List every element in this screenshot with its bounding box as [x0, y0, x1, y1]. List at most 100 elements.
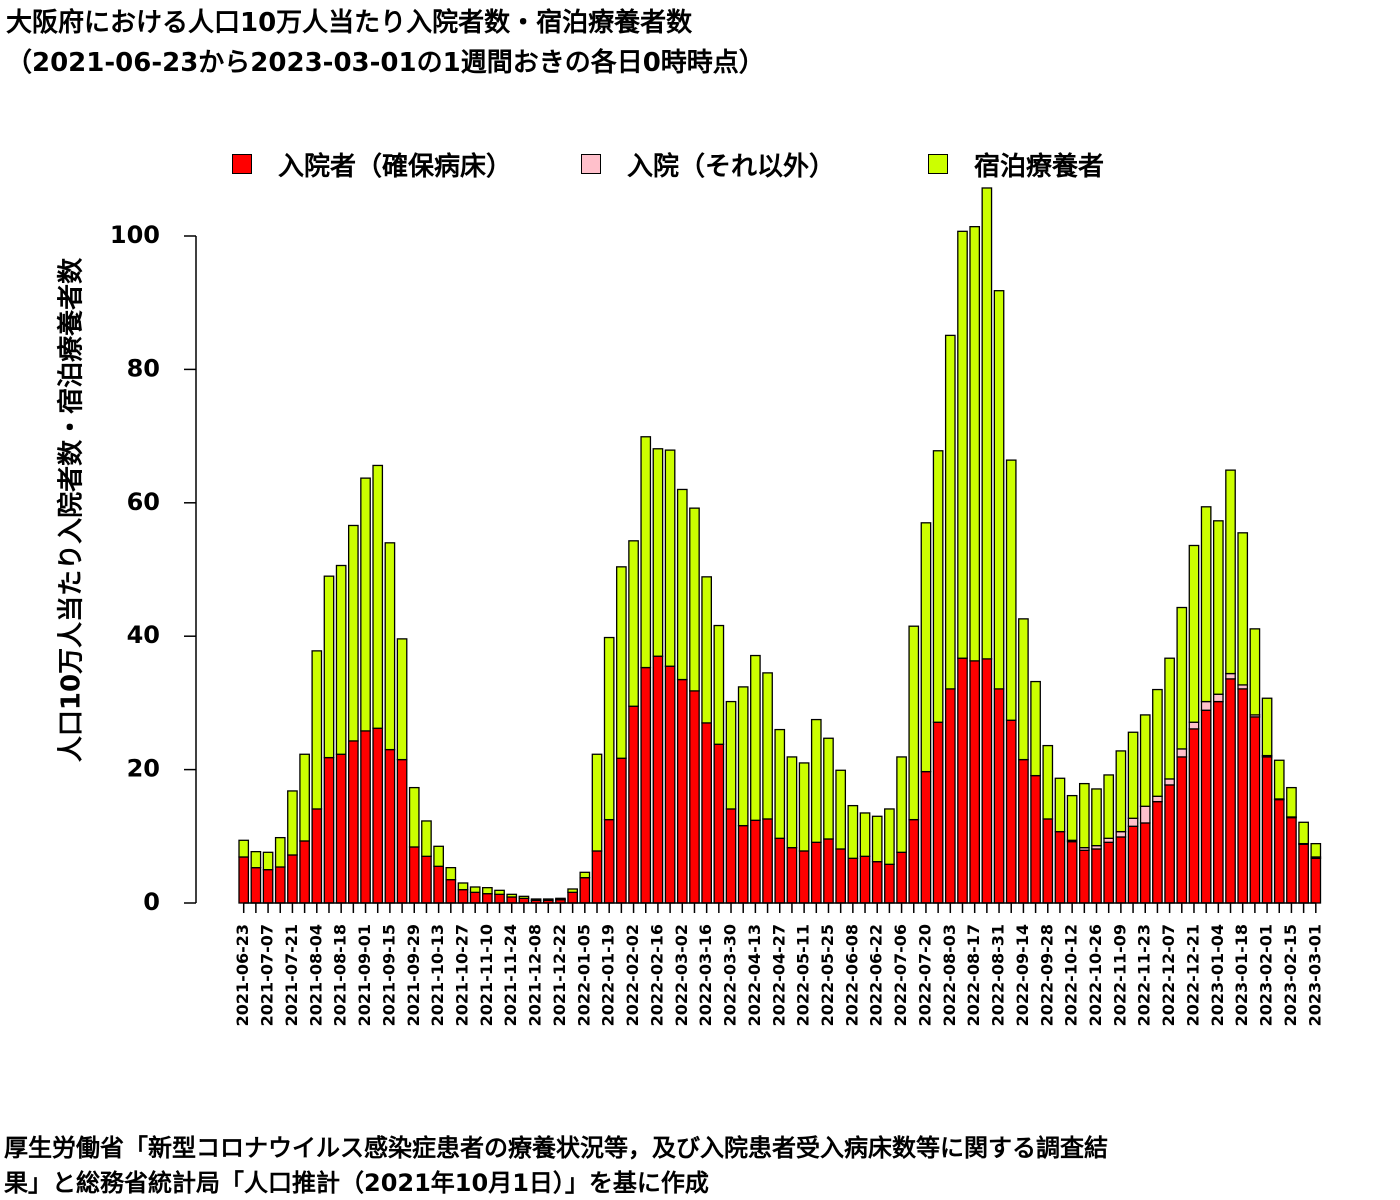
bar-segment-s2-2022-10-12 — [1066, 794, 1078, 841]
x-tick-label: 2022-03-16 — [696, 924, 715, 1026]
x-tick-label: 2022-06-22 — [867, 924, 886, 1026]
bar-segment-s2-2022-10-26 — [1091, 788, 1102, 847]
bar-segment-s2-2022-02-23 — [664, 449, 676, 667]
y-tick-label: 60 — [127, 488, 160, 516]
x-tick-label: 2021-09-29 — [404, 924, 423, 1026]
bar-segment-s2-2022-03-09 — [689, 507, 700, 692]
bar-segment-s2-2022-07-13 — [908, 625, 920, 821]
bar-segment-s2-2021-08-25 — [347, 524, 359, 742]
bar-segment-s2-2021-11-03 — [469, 886, 481, 893]
bar-segment-s0-2021-09-01 — [360, 730, 371, 904]
y-tick-label: 100 — [110, 221, 160, 249]
bar-segment-s2-2022-08-03 — [944, 334, 956, 690]
x-tick-label: 2022-06-08 — [842, 924, 861, 1026]
bar-segment-s2-2022-08-17 — [969, 226, 981, 662]
bar-segment-s2-2022-06-29 — [884, 808, 895, 865]
x-tick-label: 2022-01-05 — [574, 924, 593, 1026]
chart-legend: 入院者（確保病床） 入院（それ以外） 宿泊療養者 — [232, 146, 1232, 182]
bar-segment-s0-2022-08-17 — [969, 660, 981, 904]
bar-segment-s0-2022-02-23 — [664, 665, 676, 904]
bar-segment-s2-2022-03-16 — [701, 576, 713, 724]
bar-segment-s0-2022-12-28 — [1200, 709, 1212, 904]
bar-segment-s0-2023-02-22 — [1298, 843, 1309, 904]
bar-segment-s2-2022-09-21 — [1030, 680, 1041, 777]
bar-segment-s2-2022-01-19 — [603, 636, 615, 821]
bar-segment-s0-2021-08-25 — [347, 740, 359, 904]
bar-segment-s2-2021-07-21 — [287, 790, 298, 856]
x-tick-label: 2022-02-16 — [647, 924, 666, 1026]
legend-item-hotel-recuperation: 宿泊療養者 — [928, 146, 1104, 182]
bar-segment-s2-2023-03-01 — [1310, 842, 1322, 858]
bar-segment-s2-2022-09-14 — [1018, 618, 1029, 761]
y-tick-label: 80 — [127, 354, 160, 382]
bar-segment-s2-2021-06-30 — [250, 850, 262, 869]
bar-segment-s0-2022-11-30 — [1152, 800, 1163, 904]
bar-segment-s0-2022-06-15 — [859, 855, 871, 904]
bar-segment-s2-2022-05-04 — [786, 756, 798, 849]
bar-segment-s2-2022-01-12 — [591, 753, 603, 852]
bar-segment-s0-2022-12-07 — [1164, 784, 1175, 904]
bar-segment-s0-2021-10-20 — [445, 879, 457, 904]
bar-segment-s2-2022-04-13 — [750, 654, 761, 821]
bar-segment-s1-2022-11-16 — [1127, 817, 1139, 827]
bar-segment-s2-2021-10-27 — [457, 882, 469, 891]
bar-segment-s2-2022-06-15 — [859, 812, 871, 857]
bar-segment-s2-2022-12-28 — [1200, 506, 1212, 703]
bar-segment-s0-2022-09-28 — [1042, 818, 1054, 904]
x-tick-label: 2022-12-21 — [1183, 924, 1202, 1026]
bar-segment-s0-2022-09-14 — [1018, 758, 1029, 904]
x-tick-label: 2023-01-18 — [1232, 924, 1251, 1026]
bar-segment-s0-2022-07-13 — [908, 818, 920, 904]
bar-segment-s0-2022-10-05 — [1054, 830, 1066, 904]
bar-segment-s0-2021-08-04 — [311, 808, 323, 904]
bar-segment-s0-2021-12-29 — [567, 891, 578, 904]
bar-segment-s0-2022-04-06 — [737, 824, 749, 904]
bar-segment-s0-2022-02-09 — [640, 666, 652, 904]
x-tick-label: 2021-07-07 — [258, 924, 277, 1026]
x-tick-label: 2022-10-26 — [1086, 924, 1105, 1026]
bar-segment-s2-2022-02-09 — [640, 436, 652, 669]
legend-swatch-secured-beds — [232, 154, 252, 174]
bar-segment-s0-2021-09-08 — [372, 727, 384, 904]
x-tick-label: 2022-01-19 — [599, 924, 618, 1026]
bar-segment-s2-2022-11-23 — [1139, 714, 1151, 807]
legend-swatch-other-hospitalized — [581, 154, 601, 174]
y-axis: 0 20 40 60 80 100 — [110, 221, 197, 916]
bar-segment-s2-2022-05-18 — [810, 718, 822, 843]
bar-segment-s2-2021-10-20 — [445, 867, 457, 881]
bar-segment-s0-2022-09-21 — [1030, 774, 1041, 904]
bar-segment-s2-2022-08-31 — [993, 290, 1005, 690]
bar-segment-s2-2021-11-24 — [506, 893, 518, 898]
bar-segment-s0-2022-03-09 — [689, 690, 700, 904]
bar-segment-s2-2022-03-30 — [725, 700, 737, 810]
bar-segment-s2-2022-11-02 — [1103, 774, 1115, 839]
bar-segment-s0-2022-08-31 — [993, 688, 1005, 904]
bar-segment-s0-2022-12-21 — [1188, 728, 1200, 904]
bar-segment-s1-2022-12-14 — [1176, 748, 1188, 758]
x-tick-label: 2022-08-31 — [989, 924, 1008, 1026]
x-tick-label: 2022-08-17 — [964, 924, 983, 1026]
bar-segment-s1-2022-12-21 — [1188, 721, 1200, 730]
bar-segment-s2-2023-02-01 — [1261, 697, 1273, 757]
bar-segment-s0-2022-06-01 — [835, 848, 847, 904]
bar-segment-s0-2022-08-10 — [957, 657, 968, 904]
bar-segment-s2-2023-01-25 — [1249, 628, 1261, 716]
x-tick-label: 2021-11-10 — [477, 924, 496, 1026]
x-tick-label: 2021-08-04 — [306, 924, 325, 1026]
bar-segment-s0-2022-07-20 — [920, 770, 932, 904]
legend-label-secured-beds: 入院者（確保病床） — [278, 151, 513, 182]
bar-segment-s2-2022-07-06 — [896, 756, 907, 853]
bar-segment-s0-2022-05-04 — [786, 846, 798, 904]
bar-segment-s2-2022-10-05 — [1054, 777, 1066, 833]
bar-segment-s0-2022-05-11 — [798, 850, 810, 904]
y-tick-label: 40 — [127, 621, 160, 649]
x-tick-label: 2022-02-02 — [623, 924, 642, 1026]
bar-segment-s2-2022-11-16 — [1127, 731, 1139, 819]
bar-segment-s0-2022-09-07 — [1005, 719, 1017, 904]
bar-segment-s0-2021-11-10 — [482, 893, 493, 904]
bar-segment-s0-2022-07-06 — [896, 851, 907, 904]
x-tick-label: 2022-08-03 — [940, 924, 959, 1026]
bar-segment-s0-2022-08-03 — [944, 688, 956, 904]
bar-segment-s2-2022-12-14 — [1176, 606, 1188, 750]
bar-segment-s2-2022-08-10 — [957, 230, 968, 659]
